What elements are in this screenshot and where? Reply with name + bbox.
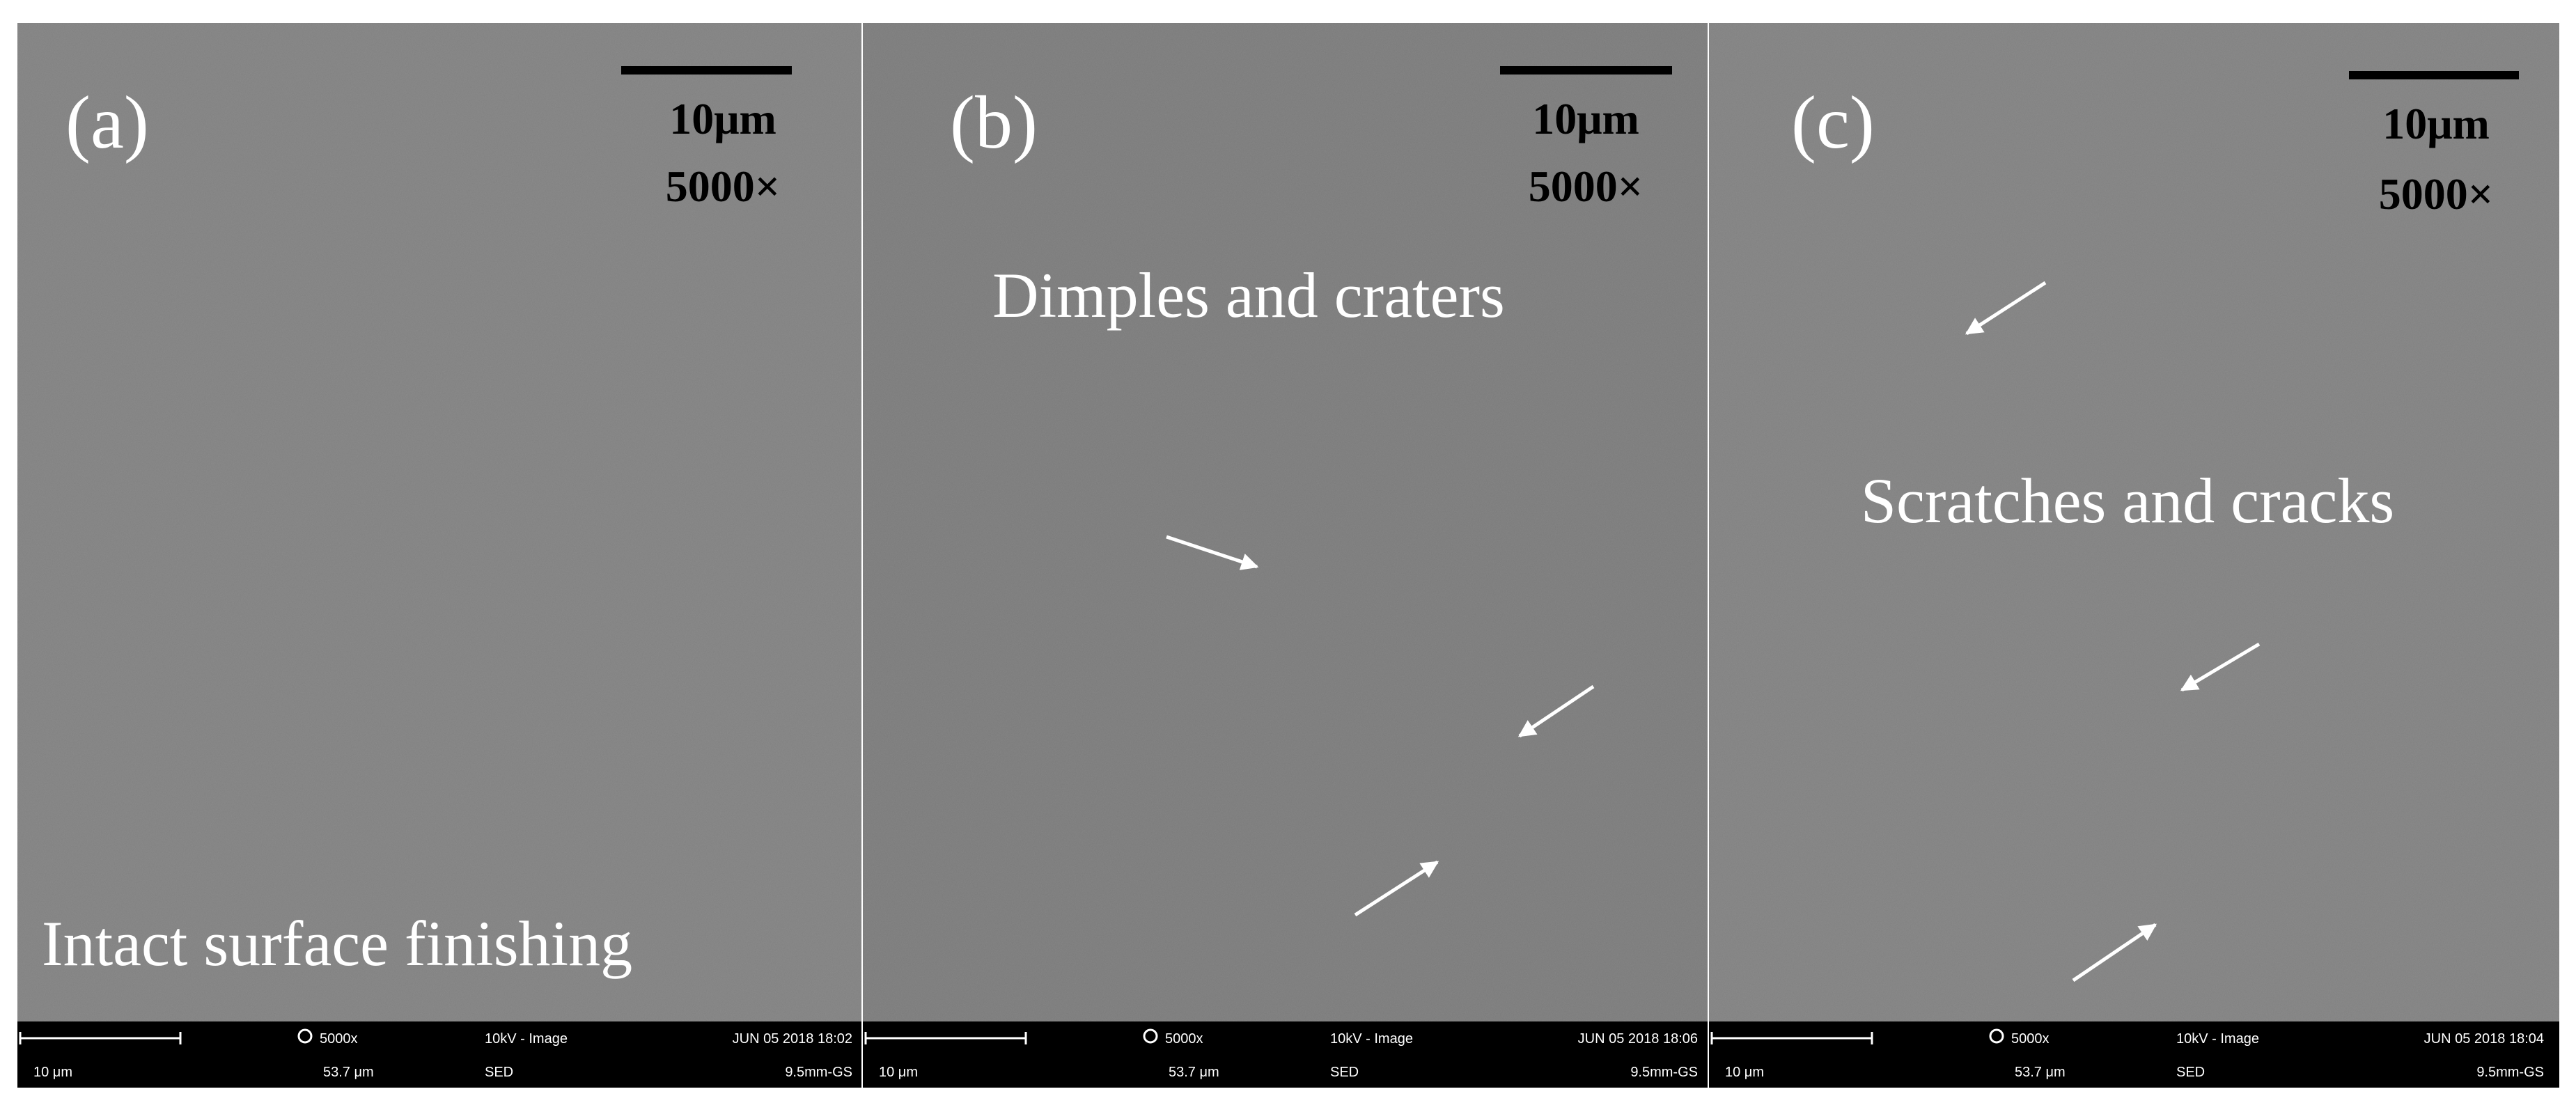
magnification: 5000× [1529,162,1643,211]
footer-text: SED [2176,1065,2205,1080]
footer-bar [17,1021,862,1088]
footer-text: 53.7 μm [2015,1065,2066,1080]
scale-text: 10μm [2382,99,2490,148]
footer-bar [862,1021,1708,1088]
annotation: Intact surface finishing [42,908,632,979]
footer-text: 10kV - Image [485,1031,568,1047]
sem-panel: (b) 10μm 5000× Dimples and craters 5000x 10kV… [861,23,1708,1088]
footer-text: JUN 05 2018 18:04 [2424,1031,2544,1047]
panels: (a) 10μm 5000× Intact surface finishing 5000… [16,23,2559,1088]
footer-text: SED [485,1065,513,1080]
footer-text: 10 μm [1725,1065,1764,1080]
sem-panel: (c) 10μm 5000× Scratches and cracks 5000x 10k… [1708,23,2559,1088]
footer-text: 53.7 μm [323,1065,374,1080]
magnification: 5000× [2379,169,2493,219]
annotation: Dimples and craters [992,260,1505,331]
footer-text: JUN 05 2018 18:06 [1578,1031,1698,1047]
footer-text: 5000x [1165,1031,1203,1047]
arrow [1166,535,1259,570]
footer-bar [1708,1021,2559,1088]
arrow [2180,642,2261,692]
sem-texture [1708,23,2559,1021]
footer-text: 9.5mm-GS [785,1065,852,1080]
footer-text: 9.5mm-GS [2476,1065,2544,1080]
footer-text: 10kV - Image [1330,1031,1413,1047]
footer-text: 5000x [320,1031,358,1047]
arrow [1517,684,1595,738]
panel-label: (a) [65,81,149,164]
footer-text: 9.5mm-GS [1630,1065,1698,1080]
panel-label: (b) [950,81,1038,164]
footer-text: JUN 05 2018 18:02 [733,1031,852,1047]
scale-text: 10μm [669,94,776,143]
sem-texture [862,23,1708,1021]
arrows [1166,281,2261,982]
sem-panel: (a) 10μm 5000× Intact surface finishing 5000… [16,23,862,1088]
footer-text: 5000x [2011,1031,2050,1047]
magnification: 5000× [666,162,780,211]
panel-label: (c) [1791,81,1875,164]
footer-text: 10 μm [33,1065,72,1080]
footer-text: 10 μm [879,1065,918,1080]
magnifier-icon [297,1028,313,1044]
scale-text: 10μm [1532,94,1639,143]
magnifier-icon [1143,1028,1158,1044]
sem-texture [17,23,862,1021]
footer-text: SED [1330,1065,1359,1080]
footer-text: 53.7 μm [1169,1065,1219,1080]
magnifier-icon [1989,1028,2004,1044]
arrow [1354,860,1439,917]
annotation: Scratches and cracks [1861,465,2394,536]
arrow [1965,281,2047,336]
footer-text: 10kV - Image [2176,1031,2259,1047]
arrow [2072,923,2157,982]
